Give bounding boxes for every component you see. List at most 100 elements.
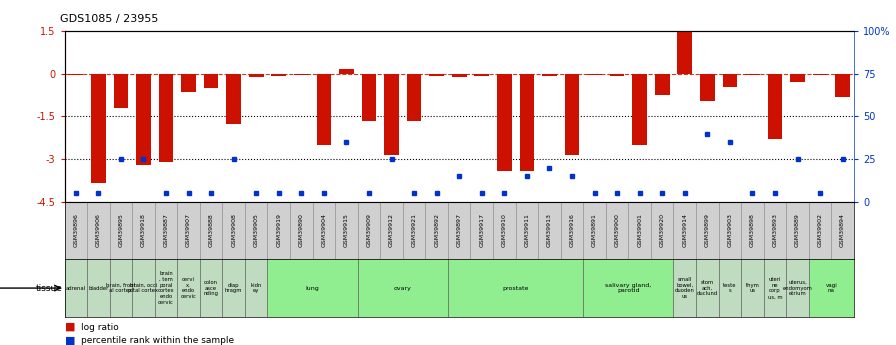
Text: GSM39888: GSM39888	[209, 214, 213, 247]
Bar	[358, 259, 448, 317]
Bar	[249, 74, 263, 77]
Text: lung: lung	[306, 286, 320, 290]
Text: GSM39889: GSM39889	[795, 213, 800, 247]
Text: ovary: ovary	[394, 286, 412, 290]
Text: GSM39906: GSM39906	[96, 213, 101, 247]
Bar	[358, 202, 380, 259]
Bar	[561, 202, 583, 259]
Bar	[313, 202, 335, 259]
Bar	[339, 69, 354, 74]
Text: GSM39917: GSM39917	[479, 213, 484, 247]
Text: GSM39899: GSM39899	[705, 213, 710, 247]
Bar	[474, 74, 489, 76]
Bar	[470, 202, 493, 259]
Bar	[200, 202, 222, 259]
Bar	[68, 74, 83, 75]
Bar	[786, 202, 809, 259]
Bar	[133, 259, 155, 317]
Bar	[429, 74, 444, 76]
Bar	[583, 259, 674, 317]
Text: GSM39902: GSM39902	[817, 213, 823, 247]
Bar	[245, 259, 268, 317]
Bar	[65, 259, 87, 317]
Bar	[448, 259, 583, 317]
Text: brain, occi
pital cortex: brain, occi pital cortex	[128, 283, 159, 294]
Bar	[497, 74, 512, 170]
Bar	[109, 259, 133, 317]
Bar	[426, 202, 448, 259]
Text: teste
s: teste s	[723, 283, 737, 294]
Text: stom
ach,
duclund: stom ach, duclund	[697, 280, 718, 296]
Bar	[520, 74, 534, 170]
Bar	[133, 202, 155, 259]
Bar	[203, 74, 219, 88]
Bar	[587, 74, 602, 75]
Bar	[650, 202, 674, 259]
Text: adrenal: adrenal	[65, 286, 86, 290]
Bar	[583, 202, 606, 259]
Text: prostate: prostate	[503, 286, 529, 290]
Bar	[835, 74, 850, 97]
Text: GSM39919: GSM39919	[276, 213, 281, 247]
Text: ■: ■	[65, 322, 75, 332]
Bar	[655, 74, 669, 95]
Text: GSM39916: GSM39916	[570, 213, 574, 247]
Bar	[222, 202, 245, 259]
Bar	[65, 202, 87, 259]
Bar	[696, 202, 719, 259]
Bar	[136, 74, 151, 165]
Text: kidn
ey: kidn ey	[251, 283, 262, 294]
Bar	[696, 259, 719, 317]
Text: GSM39891: GSM39891	[592, 213, 597, 247]
Text: GSM39905: GSM39905	[254, 213, 259, 247]
Bar	[768, 74, 782, 139]
Bar	[700, 74, 715, 101]
Bar	[114, 74, 128, 108]
Bar	[741, 202, 763, 259]
Bar	[809, 259, 854, 317]
Text: uteri
ne
corp
us, m: uteri ne corp us, m	[768, 277, 782, 299]
Text: GSM39890: GSM39890	[299, 213, 304, 247]
Bar	[745, 74, 760, 75]
Text: GSM39911: GSM39911	[524, 213, 530, 247]
Bar	[362, 74, 376, 121]
Bar	[181, 74, 196, 92]
Text: GSM39914: GSM39914	[682, 213, 687, 247]
Text: GSM39904: GSM39904	[322, 213, 326, 247]
Text: GSM39896: GSM39896	[73, 213, 78, 247]
Bar	[155, 202, 177, 259]
Text: GSM39894: GSM39894	[840, 213, 845, 247]
Bar	[674, 259, 696, 317]
Bar	[245, 202, 268, 259]
Bar	[722, 74, 737, 87]
Text: GSM39898: GSM39898	[750, 213, 755, 247]
Bar	[813, 74, 827, 75]
Bar	[633, 74, 647, 145]
Bar	[177, 259, 200, 317]
Bar	[87, 259, 109, 317]
Bar	[448, 202, 470, 259]
Bar	[831, 202, 854, 259]
Bar	[515, 202, 538, 259]
Bar	[542, 74, 556, 76]
Bar	[290, 202, 313, 259]
Bar	[268, 259, 358, 317]
Text: GSM39895: GSM39895	[118, 213, 124, 247]
Bar	[380, 202, 403, 259]
Text: brain
, tem
poral
cortex
endo
cervic: brain , tem poral cortex endo cervic	[158, 271, 175, 305]
Text: GSM39910: GSM39910	[502, 213, 507, 247]
Text: diap
hragm: diap hragm	[225, 283, 243, 294]
Text: GSM39909: GSM39909	[366, 213, 372, 247]
Bar	[790, 74, 805, 82]
Bar	[268, 202, 290, 259]
Bar	[763, 202, 786, 259]
Bar	[741, 259, 763, 317]
Bar	[335, 202, 358, 259]
Text: GSM39893: GSM39893	[772, 213, 778, 247]
Text: percentile rank within the sample: percentile rank within the sample	[81, 336, 234, 345]
Text: GSM39901: GSM39901	[637, 213, 642, 247]
Text: bladder: bladder	[88, 286, 108, 290]
Text: GSM39921: GSM39921	[411, 213, 417, 247]
Bar	[87, 202, 109, 259]
Bar	[159, 74, 173, 162]
